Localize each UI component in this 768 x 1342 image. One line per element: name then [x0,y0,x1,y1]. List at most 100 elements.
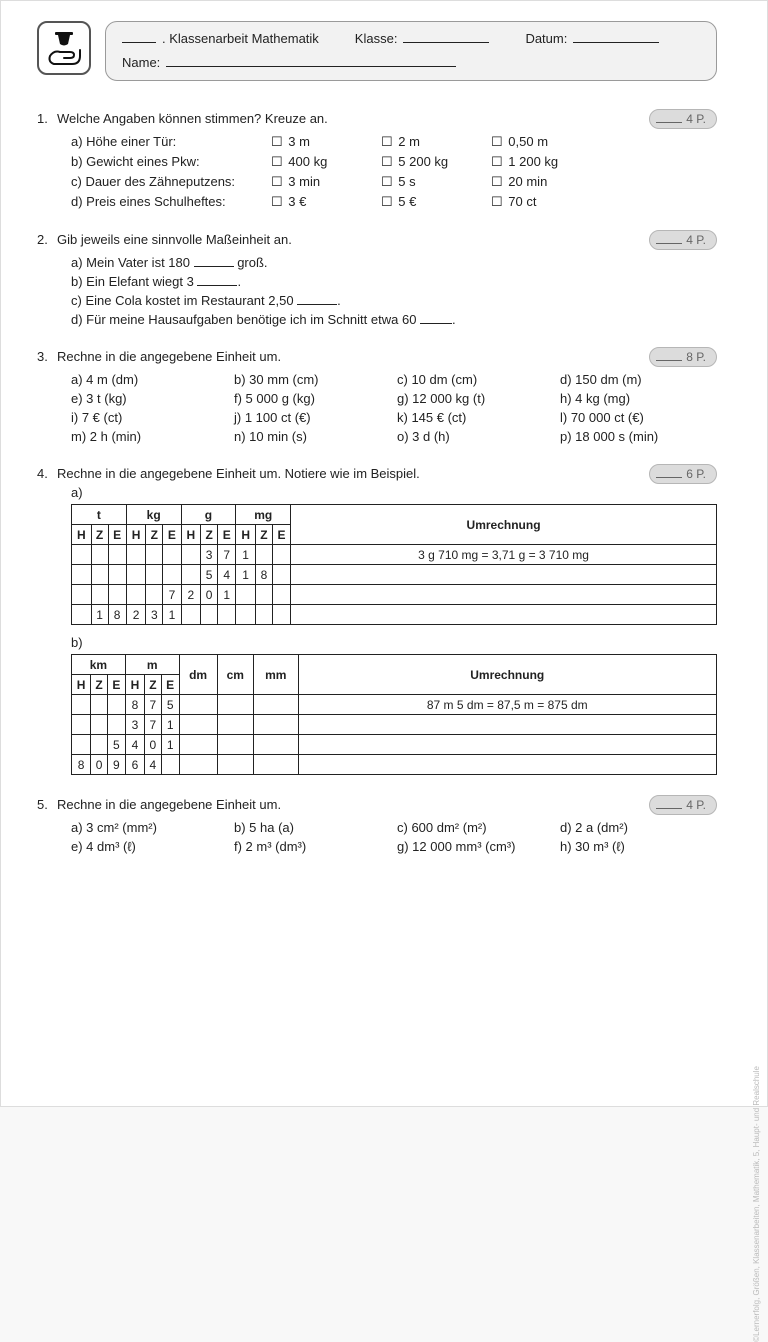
table-cell[interactable] [254,695,299,715]
table-cell[interactable]: 3 [125,715,144,735]
table-cell[interactable] [126,545,146,565]
table-cell[interactable]: 9 [107,755,125,775]
table-cell[interactable]: 2 [126,605,146,625]
test-number-blank[interactable] [122,30,156,43]
table-cell[interactable] [254,735,299,755]
table-cell[interactable] [72,585,92,605]
table-cell[interactable] [72,565,92,585]
q1a-opt3[interactable]: 0,50 m [491,134,601,150]
table-cell[interactable] [181,565,201,585]
table-cell[interactable] [217,755,254,775]
table-cell[interactable] [146,585,163,605]
q1b-opt1[interactable]: 400 kg [271,154,381,170]
table-cell[interactable]: 8 [255,565,272,585]
table-cell[interactable] [181,605,201,625]
table-cell[interactable]: 8 [108,605,126,625]
table-result-cell[interactable] [298,715,716,735]
table-cell[interactable]: 4 [125,735,144,755]
table-cell[interactable] [255,585,272,605]
q1a-opt1[interactable]: 3 m [271,134,381,150]
table-cell[interactable]: 7 [163,585,181,605]
table-cell[interactable]: 0 [201,585,218,605]
table-cell[interactable]: 2 [181,585,201,605]
table-cell[interactable] [108,545,126,565]
table-cell[interactable] [201,605,218,625]
table-cell[interactable]: 1 [236,565,256,585]
table-cell[interactable] [107,695,125,715]
q2c-blank[interactable] [297,293,337,305]
table-result-cell[interactable]: 87 m 5 dm = 87,5 m = 875 dm [298,695,716,715]
table-cell[interactable] [161,755,179,775]
points-blank[interactable] [656,360,682,361]
table-cell[interactable] [255,545,272,565]
q1b-opt2[interactable]: 5 200 kg [381,154,491,170]
table-cell[interactable] [91,735,108,755]
table-cell[interactable] [126,585,146,605]
table-cell[interactable] [254,715,299,735]
table-cell[interactable] [91,565,108,585]
q1c-opt1[interactable]: 3 min [271,174,381,190]
table-cell[interactable] [272,565,290,585]
table-result-cell[interactable] [291,605,717,625]
table-cell[interactable]: 1 [161,715,179,735]
table-cell[interactable] [91,695,108,715]
table-cell[interactable] [72,715,91,735]
table-cell[interactable]: 0 [91,755,108,775]
points-blank[interactable] [656,243,682,244]
table-cell[interactable] [272,605,290,625]
table-cell[interactable] [217,695,254,715]
table-cell[interactable] [91,545,108,565]
table-cell[interactable] [179,715,217,735]
table-cell[interactable] [236,585,256,605]
table-cell[interactable] [107,715,125,735]
q2b-blank[interactable] [197,274,237,286]
q1c-opt3[interactable]: 20 min [491,174,601,190]
table-cell[interactable]: 7 [145,715,162,735]
points-blank[interactable] [656,122,682,123]
table-cell[interactable]: 5 [161,695,179,715]
q1b-opt3[interactable]: 1 200 kg [491,154,601,170]
table-cell[interactable]: 4 [218,565,236,585]
table-cell[interactable]: 1 [163,605,181,625]
table-result-cell[interactable] [291,585,717,605]
table-cell[interactable]: 1 [161,735,179,755]
table-cell[interactable]: 7 [218,545,236,565]
table-cell[interactable]: 7 [145,695,162,715]
table-cell[interactable]: 5 [107,735,125,755]
table-cell[interactable]: 3 [201,545,218,565]
table-cell[interactable] [146,545,163,565]
table-result-cell[interactable] [291,565,717,585]
table-cell[interactable] [181,545,201,565]
table-result-cell[interactable]: 3 g 710 mg = 3,71 g = 3 710 mg [291,545,717,565]
table-cell[interactable] [72,695,91,715]
q2a-blank[interactable] [194,255,234,267]
points-blank[interactable] [656,808,682,809]
table-cell[interactable]: 8 [72,755,91,775]
table-cell[interactable]: 1 [236,545,256,565]
table-cell[interactable]: 6 [125,755,144,775]
table-cell[interactable]: 5 [201,565,218,585]
table-cell[interactable]: 3 [146,605,163,625]
table-cell[interactable] [72,605,92,625]
table-cell[interactable] [163,545,181,565]
table-cell[interactable] [236,605,256,625]
table-cell[interactable] [179,695,217,715]
q1a-opt2[interactable]: 2 m [381,134,491,150]
table-cell[interactable]: 4 [145,755,162,775]
table-cell[interactable] [91,715,108,735]
table-cell[interactable] [254,755,299,775]
table-cell[interactable] [179,735,217,755]
table-cell[interactable] [91,585,108,605]
table-cell[interactable]: 1 [218,585,236,605]
table-cell[interactable] [72,545,92,565]
table-cell[interactable] [217,715,254,735]
table-cell[interactable] [217,735,254,755]
table-cell[interactable] [179,755,217,775]
table-cell[interactable] [272,585,290,605]
table-cell[interactable] [163,565,181,585]
table-cell[interactable] [108,565,126,585]
table-cell[interactable]: 0 [145,735,162,755]
points-blank[interactable] [656,477,682,478]
table-cell[interactable]: 1 [91,605,108,625]
table-cell[interactable] [108,585,126,605]
